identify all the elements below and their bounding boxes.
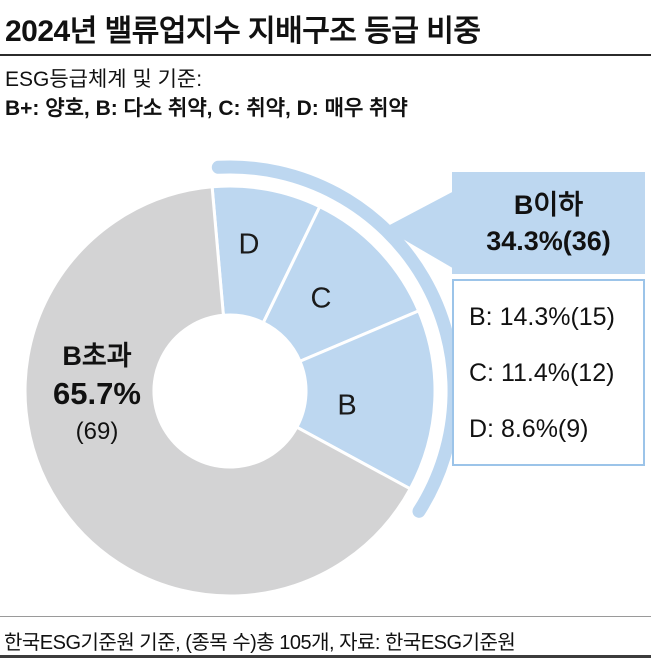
subtitle-criteria-intro: ESG등급체계 및 기준: bbox=[5, 68, 203, 91]
callout-title: B이하 bbox=[513, 190, 584, 220]
slice-label-c: C bbox=[310, 282, 332, 315]
gray-slice-count: (69) bbox=[75, 417, 119, 445]
footer-divider bbox=[0, 616, 651, 617]
callout-item-b: B: 14.3%(15) bbox=[469, 302, 615, 331]
callout-header: B이하 34.3%(36) bbox=[452, 172, 645, 274]
callout-body: B: 14.3%(15) C: 11.4%(12) D: 8.6%(9) bbox=[452, 278, 645, 466]
callout-item-c: C: 11.4%(12) bbox=[469, 358, 615, 387]
callout-item-d: D: 8.6%(9) bbox=[469, 414, 589, 443]
gray-slice-label: B초과 65.7% (69) bbox=[22, 341, 172, 445]
callout-pointer-icon bbox=[384, 190, 456, 270]
bottom-border bbox=[0, 655, 651, 658]
footer-source-text: 한국ESG기준원 기준, (종목 수)총 105개, 자료: 한국ESG기준원 bbox=[4, 632, 516, 654]
callout-total-value: 34.3%(36) bbox=[486, 225, 611, 256]
slice-label-d: D bbox=[238, 228, 260, 261]
callout-box: B이하 34.3%(36) B: 14.3%(15) C: 11.4%(12) … bbox=[452, 172, 645, 466]
page-title: 2024년 밸류업지수 지배구조 등급 비중 bbox=[5, 15, 481, 48]
donut-slice-C bbox=[261, 204, 421, 364]
gray-slice-percent: 65.7% bbox=[53, 376, 141, 412]
highlight-arc bbox=[211, 160, 461, 518]
donut-slice-B초과 bbox=[23, 185, 413, 598]
subtitle-grade-definitions: B+: 양호, B: 다소 취약, C: 취약, D: 매우 취약 bbox=[5, 97, 408, 120]
slice-label-b: B bbox=[337, 389, 357, 422]
gray-slice-name: B초과 bbox=[62, 341, 132, 371]
title-divider bbox=[0, 54, 651, 56]
